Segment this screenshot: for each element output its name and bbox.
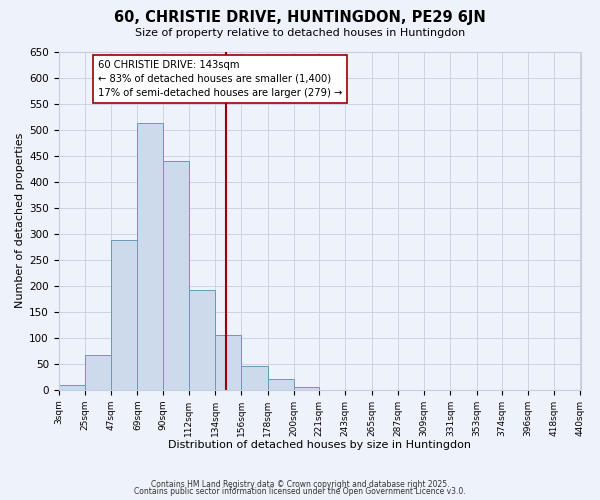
- Bar: [215, 335, 241, 390]
- Text: Contains HM Land Registry data © Crown copyright and database right 2025.: Contains HM Land Registry data © Crown c…: [151, 480, 449, 489]
- Text: 60, CHRISTIE DRIVE, HUNTINGDON, PE29 6JN: 60, CHRISTIE DRIVE, HUNTINGDON, PE29 6JN: [114, 10, 486, 25]
- Bar: [111, 240, 137, 390]
- Bar: [241, 366, 268, 390]
- Bar: [163, 161, 189, 390]
- Bar: [294, 387, 319, 390]
- Bar: [59, 384, 85, 390]
- X-axis label: Distribution of detached houses by size in Huntingdon: Distribution of detached houses by size …: [168, 440, 471, 450]
- Bar: [189, 290, 215, 390]
- Y-axis label: Number of detached properties: Number of detached properties: [15, 133, 25, 308]
- Bar: [268, 380, 294, 390]
- Text: Contains public sector information licensed under the Open Government Licence v3: Contains public sector information licen…: [134, 487, 466, 496]
- Bar: [85, 355, 111, 390]
- Bar: [137, 123, 163, 390]
- Text: Size of property relative to detached houses in Huntingdon: Size of property relative to detached ho…: [135, 28, 465, 38]
- Text: 60 CHRISTIE DRIVE: 143sqm
← 83% of detached houses are smaller (1,400)
17% of se: 60 CHRISTIE DRIVE: 143sqm ← 83% of detac…: [98, 60, 342, 98]
